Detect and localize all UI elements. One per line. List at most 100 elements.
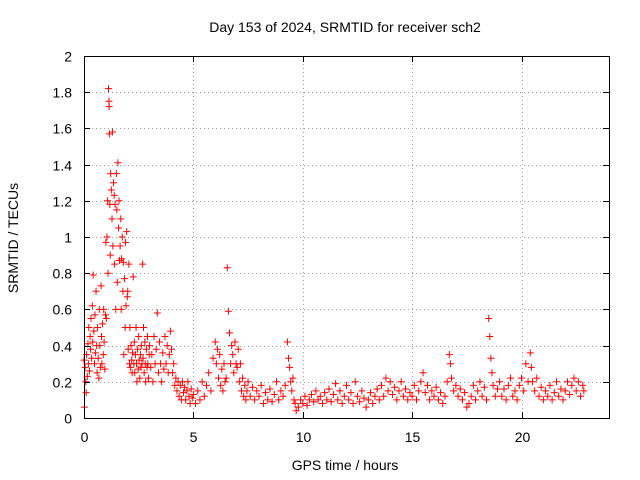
data-point [553,378,560,386]
data-point [129,273,137,281]
data-point [286,363,294,371]
data-point [410,381,418,389]
data-point [443,378,451,386]
data-point [310,398,318,406]
data-point [87,314,95,322]
data-point [486,333,494,341]
data-point [182,396,190,404]
data-point [125,260,133,268]
data-point [487,354,495,362]
data-point [142,378,150,386]
data-point [353,392,361,400]
x-tick-label: 20 [515,429,531,445]
data-point [122,238,130,246]
data-point [485,314,493,322]
data-point [120,351,128,359]
data-point [266,385,274,393]
data-point [114,159,122,167]
data-point [129,349,137,357]
data-point [102,314,110,322]
data-point [213,345,221,353]
data-point [388,390,396,398]
data-point [500,385,508,393]
tick-labels: 00.20.40.60.811.21.41.61.820 5 10 15 20 [53,49,531,446]
data-point [546,381,554,389]
data-point [84,360,92,368]
data-point [542,387,550,395]
data-point [189,390,197,398]
data-point [557,385,565,393]
data-point [428,387,436,395]
data-point [176,381,184,389]
data-point [162,360,170,368]
data-point [283,338,291,346]
x-tick-label: 10 [296,429,312,445]
data-point [281,381,289,389]
data-point [421,389,429,397]
data-point [149,378,157,386]
data-point [86,333,94,341]
data-point [285,354,293,362]
data-point [163,342,171,350]
data-point [107,186,115,194]
data-point [367,389,375,397]
data-point [99,351,107,359]
data-point [211,338,219,346]
data-point [117,215,125,223]
data-point [469,381,477,389]
data-point [404,396,412,404]
data-point [104,197,112,205]
data-point [88,354,96,362]
data-point [329,390,337,398]
data-point [550,389,558,397]
data-point [434,396,442,404]
data-point [539,396,547,404]
data-point [153,309,161,317]
data-point [362,403,370,411]
data-point [268,398,276,406]
data-point [279,392,287,400]
data-point [228,342,236,350]
data-point [415,387,423,395]
data-point [104,269,112,277]
data-point [118,255,126,263]
data-point [240,392,248,400]
data-point [111,200,119,208]
data-point [126,324,134,331]
data-point [152,345,160,353]
data-point [123,228,131,236]
data-point [97,282,105,290]
data-point [161,333,169,341]
data-point [570,374,578,382]
x-tick-label: 15 [405,429,421,445]
data-point [120,275,128,283]
data-point [321,389,329,397]
data-point [316,392,324,400]
data-point [180,389,188,397]
data-point [373,385,381,393]
data-point [456,385,464,393]
data-point [386,378,394,386]
data-point [289,374,297,382]
data-point [87,345,95,353]
data-point [220,360,228,368]
data-point [454,392,462,400]
data-point [175,392,183,400]
data-point [140,369,148,377]
data-point [131,369,139,377]
data-point [478,392,486,400]
data-point [472,396,480,404]
data-point [101,365,109,373]
data-point [101,311,109,319]
data-point [291,400,299,408]
data-point [92,287,100,295]
data-point [465,400,473,408]
data-point [251,396,259,404]
data-point [187,385,195,393]
data-point [185,392,193,400]
y-tick-label: 0 [64,411,72,427]
y-tick-label: 1.2 [53,194,73,210]
data-point [166,327,174,335]
data-point [89,271,97,279]
